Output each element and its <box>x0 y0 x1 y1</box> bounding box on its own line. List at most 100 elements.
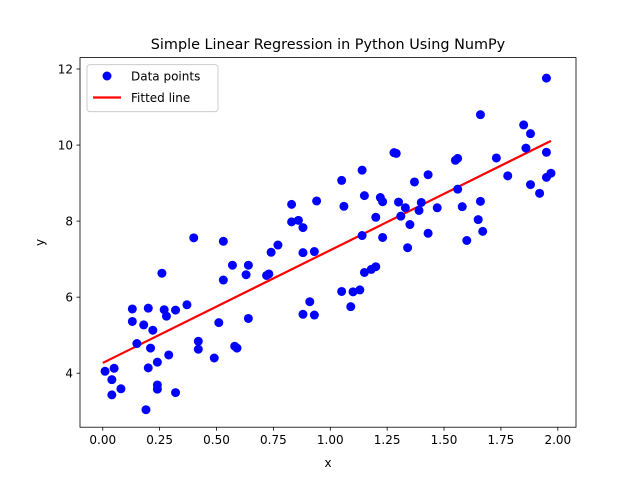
data-point <box>475 110 485 120</box>
x-tick-label: 0.75 <box>260 433 287 447</box>
data-point <box>357 165 367 175</box>
data-point <box>139 320 149 330</box>
data-point <box>473 215 483 225</box>
data-point <box>232 343 242 353</box>
x-tick-label: 1.75 <box>488 433 515 447</box>
data-point <box>405 220 415 230</box>
data-point <box>193 336 203 346</box>
data-point <box>266 247 276 257</box>
data-point <box>132 339 142 349</box>
data-point <box>357 231 367 241</box>
data-point <box>243 313 253 323</box>
data-point <box>227 260 237 270</box>
y-tick-label: 12 <box>58 62 73 76</box>
data-point <box>519 120 529 130</box>
data-point <box>312 196 322 206</box>
y-tick-label: 4 <box>65 367 73 381</box>
data-point <box>339 201 349 211</box>
data-point <box>348 287 358 297</box>
data-point <box>148 325 158 335</box>
data-point <box>423 170 433 180</box>
data-point <box>457 202 467 212</box>
data-point <box>394 197 404 207</box>
data-point <box>293 215 303 225</box>
data-point <box>423 228 433 238</box>
data-point <box>409 177 419 187</box>
x-tick-label: 0.00 <box>89 433 116 447</box>
data-point <box>396 211 406 221</box>
y-tick-label: 10 <box>58 138 73 152</box>
data-point <box>100 366 110 376</box>
data-point <box>143 363 153 373</box>
x-tick-label: 1.25 <box>374 433 401 447</box>
data-point <box>432 203 442 213</box>
data-point <box>214 318 224 328</box>
data-point <box>305 297 315 307</box>
x-tick-label: 0.25 <box>146 433 173 447</box>
data-point <box>146 343 156 353</box>
data-point <box>287 199 297 209</box>
data-point <box>273 240 283 250</box>
data-point <box>478 226 488 236</box>
data-point <box>107 390 117 400</box>
data-point <box>378 197 388 207</box>
data-point <box>346 302 356 312</box>
data-point <box>453 184 463 194</box>
legend: Data points Fitted line <box>86 64 219 113</box>
x-axis-ticks: 0.00 0.25 0.50 0.75 1.00 1.25 1.50 1.75 2.00 <box>89 427 571 447</box>
data-point <box>491 153 501 163</box>
data-point <box>193 344 203 354</box>
data-point <box>414 205 424 215</box>
data-point <box>298 223 308 233</box>
data-point <box>116 384 126 394</box>
data-point <box>218 275 228 285</box>
data-point <box>161 311 171 321</box>
data-point <box>403 243 413 253</box>
legend-fitted-line-label: Fitted line <box>131 91 190 105</box>
data-point <box>400 203 410 213</box>
data-point <box>521 143 531 153</box>
data-point <box>109 363 119 373</box>
data-point <box>462 236 472 245</box>
data-point <box>241 270 251 280</box>
chart-title: Simple Linear Regression in Python Using… <box>151 37 506 53</box>
data-point <box>546 168 556 178</box>
fitted-line <box>102 139 552 364</box>
x-tick-label: 0.50 <box>203 433 230 447</box>
data-point <box>107 375 117 385</box>
data-point <box>152 357 162 367</box>
plot-area <box>100 73 556 415</box>
data-point <box>309 247 319 257</box>
data-point <box>171 305 181 315</box>
data-point <box>371 212 381 222</box>
y-axis-ticks: 4 6 8 10 12 <box>58 62 80 381</box>
data-point <box>535 188 545 198</box>
data-point <box>359 267 369 277</box>
data-point <box>298 248 308 258</box>
x-tick-label: 1.00 <box>317 433 344 447</box>
data-point <box>189 233 199 243</box>
y-tick-label: 6 <box>65 290 73 304</box>
data-point <box>503 171 513 181</box>
data-point <box>526 180 535 190</box>
data-point <box>541 73 551 83</box>
legend-box <box>86 64 219 113</box>
data-point <box>541 147 551 157</box>
data-point <box>355 285 365 295</box>
data-point <box>416 197 426 207</box>
data-point <box>309 310 319 320</box>
data-point <box>298 309 308 319</box>
legend-data-points-marker <box>102 71 112 81</box>
data-point <box>337 175 347 185</box>
data-point <box>378 232 388 242</box>
data-point <box>157 268 167 278</box>
data-point <box>359 191 369 201</box>
data-point <box>141 405 151 415</box>
y-tick-label: 8 <box>65 214 73 228</box>
data-points-layer <box>100 73 556 415</box>
data-point <box>218 236 228 246</box>
data-point <box>171 388 181 398</box>
data-point <box>143 303 153 313</box>
data-point <box>243 260 253 270</box>
